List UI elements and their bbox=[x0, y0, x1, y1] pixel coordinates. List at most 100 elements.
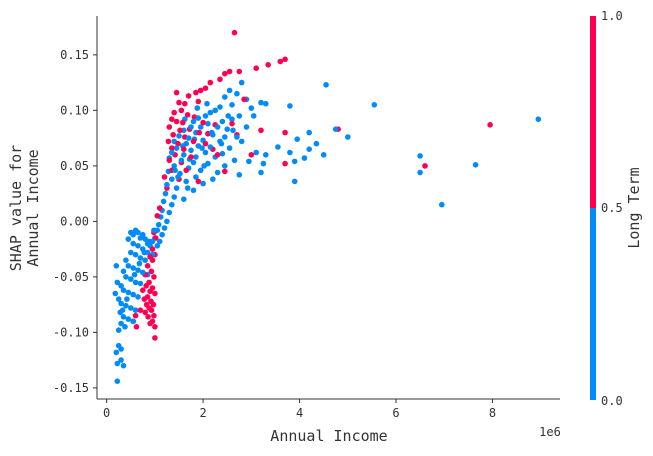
scatter-point bbox=[118, 346, 124, 352]
scatter-point bbox=[202, 149, 209, 156]
scatter-point bbox=[135, 294, 141, 300]
scatter-point bbox=[200, 119, 206, 126]
scatter-point bbox=[140, 287, 146, 294]
scatter-point bbox=[234, 134, 240, 140]
scatter-point bbox=[155, 221, 162, 228]
scatter-point bbox=[125, 316, 132, 322]
scatter-point bbox=[169, 176, 175, 182]
scatter-point bbox=[151, 312, 157, 319]
scatter-point bbox=[162, 190, 169, 197]
scatter-point bbox=[149, 246, 156, 252]
scatter-point bbox=[173, 145, 180, 151]
scatter-point bbox=[263, 100, 269, 107]
scatter-point bbox=[171, 194, 177, 200]
scatter-point bbox=[140, 231, 146, 238]
scatter-point bbox=[185, 135, 192, 141]
scatter-point bbox=[130, 265, 136, 271]
scatter-point bbox=[241, 96, 247, 103]
scatter-point bbox=[209, 129, 215, 136]
scatter-point bbox=[181, 196, 187, 202]
scatter-point bbox=[132, 312, 139, 319]
scatter-point bbox=[258, 127, 264, 134]
scatter-point bbox=[234, 90, 240, 97]
scatter-point bbox=[291, 158, 298, 165]
scatter-point bbox=[154, 243, 161, 249]
scatter-point bbox=[184, 185, 191, 191]
scatter-point bbox=[214, 152, 221, 158]
scatter-point bbox=[146, 279, 152, 286]
scatter-point bbox=[125, 263, 132, 269]
scatter-point bbox=[131, 271, 138, 278]
y-tick-label: -0.05 bbox=[53, 270, 89, 284]
scatter-point bbox=[225, 113, 231, 119]
scatter-point bbox=[122, 324, 128, 330]
scatter-point bbox=[188, 147, 194, 154]
scatter-point bbox=[236, 68, 243, 75]
y-tick-label: 0.15 bbox=[60, 48, 89, 62]
scatter-point bbox=[171, 163, 177, 169]
scatter-point bbox=[145, 314, 151, 320]
scatter-point bbox=[229, 120, 235, 127]
scatter-point bbox=[197, 167, 204, 174]
scatter-point bbox=[135, 267, 141, 274]
scatter-point bbox=[287, 149, 293, 156]
scatter-point bbox=[156, 205, 163, 211]
scatter-point bbox=[258, 99, 264, 106]
scatter-point bbox=[193, 174, 199, 180]
scatter-point bbox=[169, 116, 175, 122]
scatter-point bbox=[165, 138, 172, 145]
scatter-point bbox=[144, 263, 151, 269]
scatter-point bbox=[224, 126, 230, 132]
x-tick-label: 6 bbox=[392, 406, 399, 420]
scatter-point bbox=[141, 296, 148, 302]
scatter-point bbox=[205, 120, 211, 127]
scatter-point bbox=[184, 112, 191, 118]
scatter-point bbox=[248, 105, 255, 111]
scatter-point bbox=[218, 140, 225, 147]
scatter-point bbox=[156, 238, 163, 245]
colorbar-title: Long Term bbox=[625, 167, 643, 248]
scatter-point bbox=[166, 209, 173, 216]
scatter-point bbox=[132, 227, 139, 234]
scatter-point bbox=[197, 87, 204, 94]
scatter-point bbox=[214, 169, 221, 176]
scatter-point bbox=[130, 291, 136, 298]
scatter-point bbox=[123, 257, 129, 264]
scatter-point bbox=[152, 324, 158, 330]
scatter-point bbox=[204, 100, 210, 107]
y-axis-title-line2: Annual Income bbox=[24, 149, 42, 266]
scatter-point bbox=[201, 163, 207, 169]
scatter-point bbox=[320, 152, 327, 158]
scatter-point bbox=[173, 89, 180, 96]
y-tick-label: 0.10 bbox=[60, 103, 89, 117]
colorbar-mid-label: 0.5 bbox=[601, 201, 623, 215]
scatter-point bbox=[133, 324, 140, 330]
x-tick-label: 0 bbox=[103, 406, 110, 420]
scatter-point bbox=[214, 124, 221, 130]
scatter-point bbox=[119, 307, 126, 314]
scatter-point bbox=[161, 174, 168, 180]
x-axis-title: Annual Income bbox=[270, 427, 387, 445]
scatter-point bbox=[114, 378, 121, 385]
scatter-point bbox=[190, 187, 197, 194]
scatter-point bbox=[417, 169, 423, 176]
scatter-point bbox=[148, 298, 154, 305]
scatter-point bbox=[229, 102, 235, 108]
scatter-point bbox=[231, 29, 238, 36]
scatter-point bbox=[164, 218, 170, 225]
x-axis-ticks: 0 2 4 6 8 bbox=[103, 399, 496, 420]
scatter-point bbox=[207, 79, 214, 86]
scatter-point bbox=[136, 260, 143, 267]
y-axis-title-line1: SHAP value for bbox=[7, 145, 25, 271]
scatter-point bbox=[154, 213, 161, 219]
scatter-point bbox=[140, 269, 146, 276]
scatter-point bbox=[210, 176, 216, 182]
scatter-point bbox=[265, 62, 272, 68]
scatter-point bbox=[137, 255, 144, 261]
scatter-point bbox=[313, 140, 320, 147]
scatter-point bbox=[282, 160, 288, 167]
colorbar-min-label: 0.0 bbox=[601, 394, 623, 408]
scatter-point bbox=[178, 107, 185, 114]
scatter-point bbox=[171, 109, 177, 116]
scatter-point bbox=[282, 56, 288, 63]
